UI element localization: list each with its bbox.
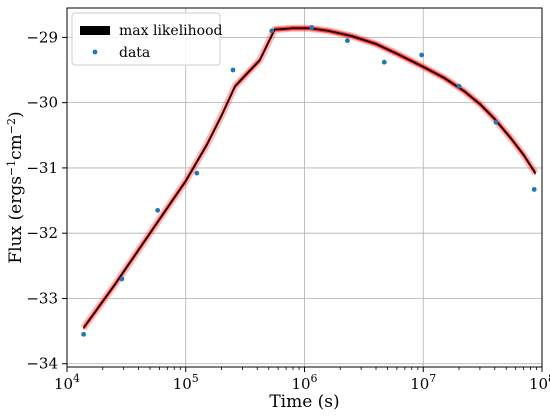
- y-axis-label-mid: cm: [6, 134, 26, 160]
- data-point: [493, 119, 499, 125]
- data-point: [230, 67, 236, 73]
- legend: max likelihood data: [71, 12, 223, 66]
- data-point: [269, 28, 275, 34]
- data-point: [155, 207, 161, 213]
- legend-swatch-data: [92, 49, 98, 55]
- y-axis-label: Flux (ergs−1cm−2): [5, 111, 26, 263]
- x-axis-label: Time (s): [269, 392, 339, 412]
- legend-swatch-max-likelihood: [80, 26, 110, 35]
- x-tick-label: 106: [291, 372, 317, 393]
- series-layer: [81, 25, 537, 337]
- data-point: [419, 52, 425, 58]
- y-tick-label: −30: [26, 94, 58, 112]
- posterior-sample: [83, 29, 536, 330]
- grid-lines: [66, 8, 543, 367]
- y-tick-label: −34: [26, 355, 58, 373]
- data-point: [381, 59, 387, 65]
- x-tick-label: 105: [173, 372, 199, 393]
- data-point: [531, 187, 537, 192]
- y-axis-label-main: Flux (ergs: [6, 176, 26, 264]
- y-tick-label: −33: [26, 289, 58, 307]
- y-axis-label-sup1: −1: [5, 160, 18, 176]
- y-tick-label: −29: [26, 28, 58, 46]
- axis-ticks: 104 105 106 107 108 −29 −30 −31 −32 −33 −34: [26, 28, 550, 393]
- data-point: [345, 38, 350, 44]
- y-axis-label-sup2: −2: [5, 118, 18, 134]
- x-tick-label: 104: [54, 372, 80, 393]
- legend-label-data: data: [119, 45, 150, 61]
- posterior-sample: [83, 28, 536, 331]
- data-point: [456, 83, 462, 89]
- x-tick-label: 107: [410, 372, 436, 393]
- max-likelihood-line: [82, 27, 537, 329]
- posterior-sample: [83, 26, 536, 326]
- posterior-sample: [83, 25, 536, 327]
- data-point: [309, 25, 315, 30]
- y-tick-label: −31: [26, 159, 58, 177]
- data-point: [81, 331, 87, 337]
- y-tick-label: −32: [26, 224, 58, 242]
- x-tick-label: 108: [529, 372, 550, 393]
- data-point: [119, 276, 125, 282]
- posterior-sample: [83, 29, 536, 330]
- legend-label-max-likelihood: max likelihood: [119, 23, 223, 39]
- posterior-sample: [83, 26, 536, 327]
- posterior-sample: [83, 29, 536, 330]
- y-axis-label-end: ): [6, 111, 26, 118]
- data-point: [194, 170, 200, 176]
